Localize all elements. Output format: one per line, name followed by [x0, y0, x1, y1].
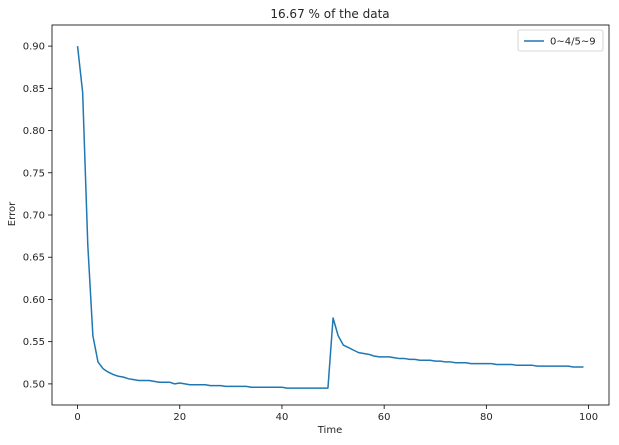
x-tick-label: 20 [173, 412, 186, 423]
y-tick-label: 0.80 [23, 126, 45, 137]
x-tick-label: 100 [579, 412, 598, 423]
x-tick-label: 60 [378, 412, 391, 423]
y-tick-label: 0.70 [23, 211, 45, 222]
y-tick-label: 0.75 [23, 168, 45, 179]
legend-box [517, 29, 604, 52]
y-tick-label: 0.85 [23, 84, 45, 95]
x-tick-label: 0 [74, 412, 80, 423]
y-tick-label: 0.50 [23, 379, 45, 390]
x-tick-label: 80 [480, 412, 493, 423]
x-tick-label: 40 [276, 412, 289, 423]
y-tick-label: 0.55 [23, 337, 45, 348]
y-tick-label: 0.90 [23, 42, 45, 53]
legend-label: 0~4/5~9 [550, 37, 596, 48]
chart-title: 16.67 % of the data [270, 7, 389, 21]
legend: 0~4/5~9 [517, 29, 604, 52]
x-axis-label: Time [317, 425, 342, 436]
y-tick-label: 0.60 [23, 295, 45, 306]
y-axis-label: Error [7, 201, 18, 226]
series-line [76, 46, 584, 389]
y-tick-label: 0.65 [23, 253, 45, 264]
plot-area: 0 20 40 60 80 100 0.50 0.55 0.60 0.65 0.70 0.75 0.80… [23, 24, 610, 423]
